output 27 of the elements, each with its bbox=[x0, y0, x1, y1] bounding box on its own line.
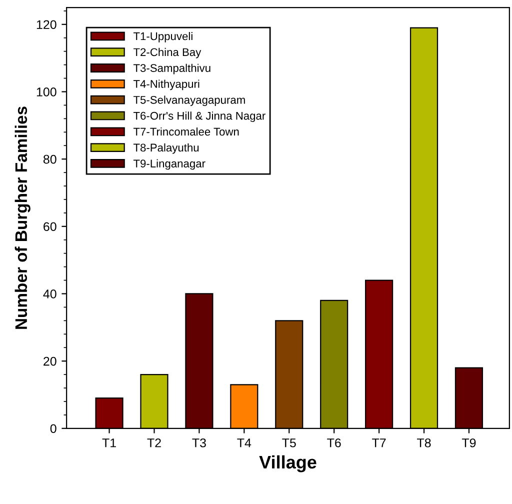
legend-label: T5-Selvanayagapuram bbox=[133, 96, 245, 106]
y-tick-label: 20 bbox=[44, 356, 56, 366]
y-tick-label: 80 bbox=[43, 154, 56, 164]
y-tick-label: 100 bbox=[36, 88, 56, 96]
x-tick-label: T7 bbox=[372, 438, 386, 448]
x-tick-label: T2 bbox=[147, 438, 161, 448]
y-tick-label: 60 bbox=[44, 222, 56, 232]
y-tick-label: 120 bbox=[36, 20, 56, 30]
legend-label: T1-Uppuveli bbox=[133, 32, 192, 42]
legend-label: T2-China Bay bbox=[133, 48, 202, 58]
x-tick-label: T8 bbox=[417, 438, 431, 448]
legend-label: T4-Nithyapuri bbox=[133, 80, 200, 90]
x-tick-label: T3 bbox=[192, 438, 206, 448]
legend-label: T9-Linganagar bbox=[133, 159, 206, 170]
x-tick-label: T5 bbox=[282, 438, 296, 448]
x-axis-title: Village bbox=[259, 455, 316, 472]
y-tick-label: 40 bbox=[43, 290, 56, 298]
legend-label: T3-Sampalthivu bbox=[133, 64, 210, 74]
x-tick-label: T1 bbox=[102, 438, 116, 448]
y-tick-label: 0 bbox=[50, 424, 56, 434]
x-tick-label: T6 bbox=[327, 438, 341, 448]
legend-label: T6-Orr's Hill & Jinna Nagar bbox=[133, 112, 266, 122]
x-tick-label: T9 bbox=[462, 438, 476, 448]
x-tick-label: T4 bbox=[237, 438, 252, 448]
y-axis-title: Number of Burgher Families bbox=[14, 106, 30, 329]
legend-label: T8-Palayuthu bbox=[133, 143, 199, 154]
legend-label: T7-Trincomalee Town bbox=[133, 127, 239, 136]
